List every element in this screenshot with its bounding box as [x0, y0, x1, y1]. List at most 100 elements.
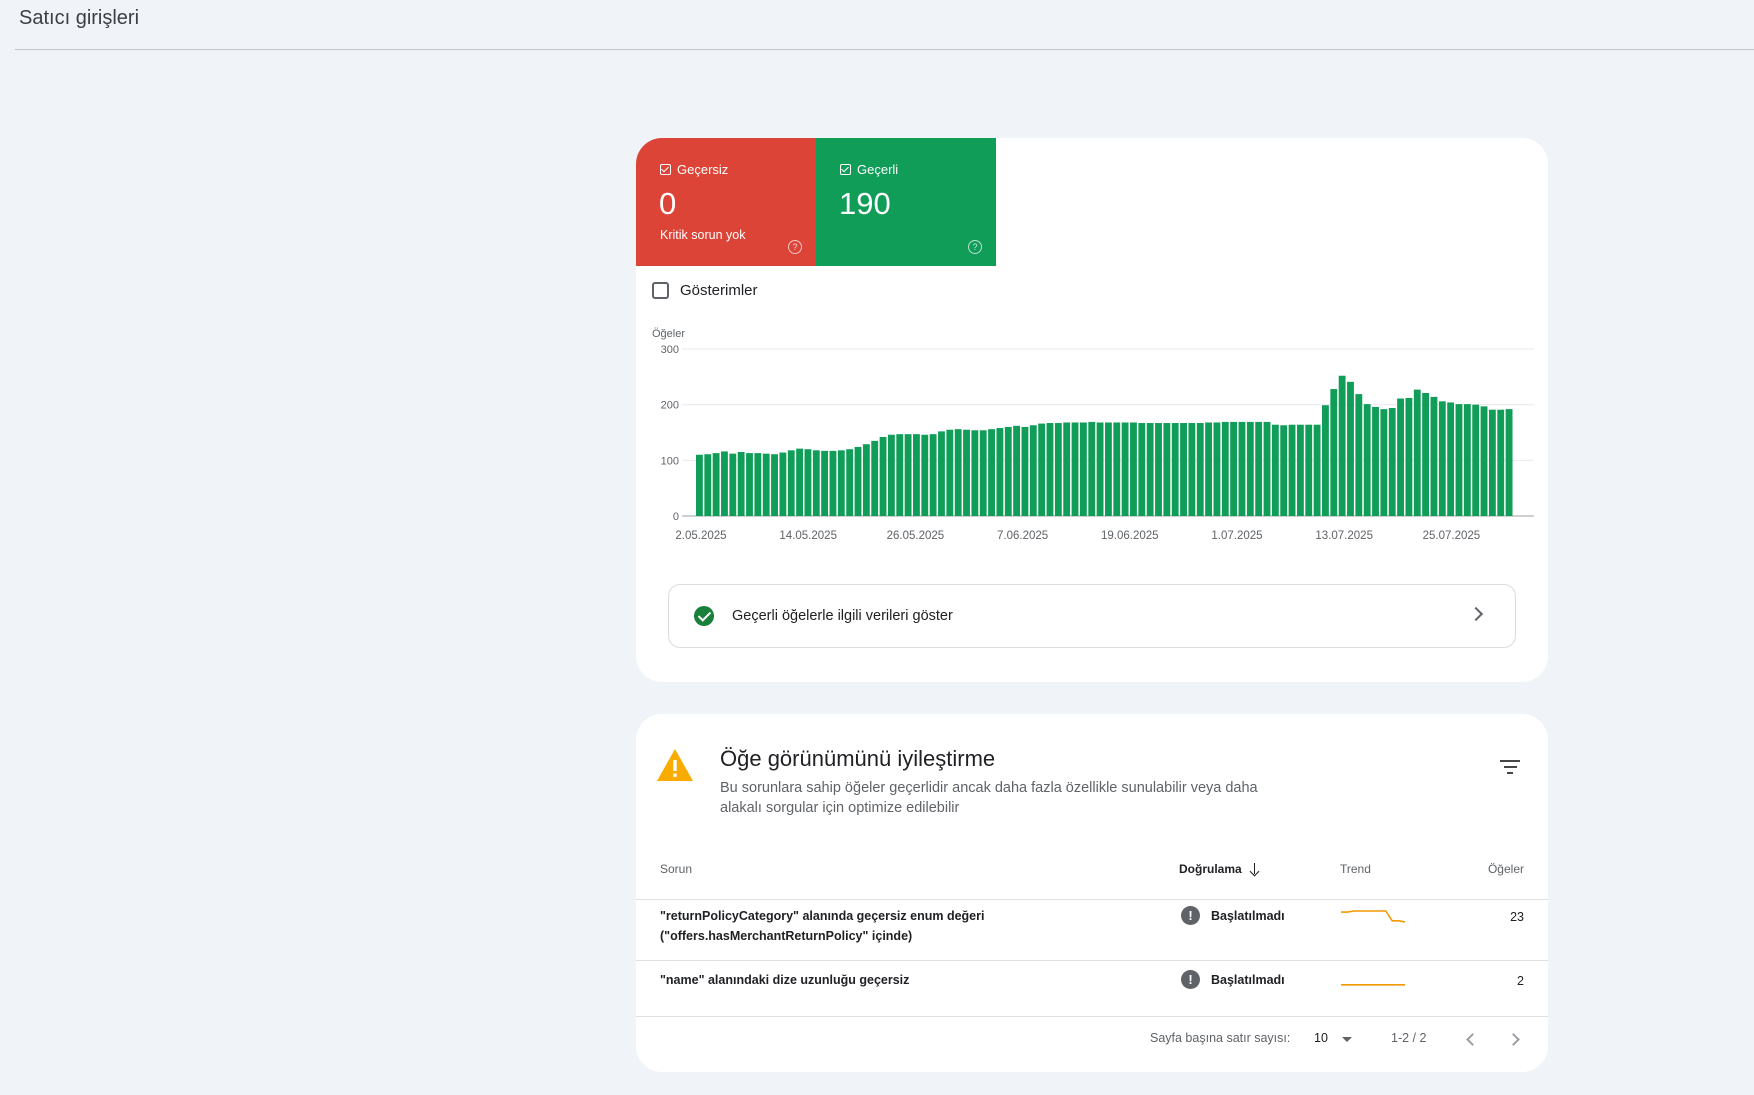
x-tick-label: 25.07.2025: [1423, 530, 1481, 542]
column-header-validation-label: Doğrulama: [1179, 862, 1242, 876]
chart-bar: [1255, 421, 1263, 516]
chart-bar: [1213, 422, 1221, 516]
chart-bar: [929, 434, 937, 516]
chart-bar: [1447, 402, 1455, 516]
chart-bar: [812, 450, 820, 516]
chart-bar: [1488, 409, 1496, 516]
invalid-tile-header: Geçersiz: [660, 162, 728, 177]
item-count: 2: [1517, 974, 1524, 988]
filter-icon[interactable]: [1500, 760, 1520, 774]
chart-bar: [1422, 392, 1430, 516]
rows-per-page-select[interactable]: 10: [1314, 1031, 1328, 1045]
valid-tile[interactable]: Geçerli 190 ?: [816, 138, 996, 266]
error-icon: !: [1181, 970, 1200, 989]
chart-bar: [1038, 423, 1046, 516]
section-description: Bu sorunlara sahip öğeler geçerlidir anc…: [720, 780, 1258, 816]
chart-bar: [1430, 396, 1438, 516]
help-icon[interactable]: ?: [788, 240, 802, 254]
table-divider: [636, 899, 1548, 900]
chart-bar: [1138, 423, 1146, 516]
chart-bar: [921, 434, 929, 516]
y-tick-label: 0: [673, 511, 679, 523]
chart-bar: [1155, 423, 1162, 516]
chart-bar: [1230, 421, 1238, 516]
chart-bar: [1388, 408, 1396, 516]
chevron-left-icon[interactable]: [1466, 1033, 1479, 1046]
items-bar-chart: Öğeler 0 100 200 300 2.05.2025 14.05.2025 26.05…: [652, 328, 1534, 542]
chart-bar: [771, 454, 778, 516]
chart-bar: [1296, 424, 1304, 516]
chart-bar: [887, 434, 895, 516]
chart-bar: [1246, 421, 1254, 516]
x-tick-label: 1.07.2025: [1211, 530, 1262, 542]
chart-bar: [1029, 425, 1037, 516]
impressions-checkbox[interactable]: [652, 282, 669, 299]
chart-bar: [721, 451, 728, 516]
chart-bar: [754, 453, 762, 516]
validation-status: ! Başlatılmadı: [1181, 906, 1285, 925]
improve-card: Öğe görünümünü iyileştirme Bu sorunlara …: [636, 714, 1548, 1072]
chart-bar: [1171, 423, 1179, 516]
column-header-issue[interactable]: Sorun: [660, 862, 693, 876]
top-bar: Satıcı girişleri: [0, 0, 1754, 50]
invalid-tile[interactable]: Geçersiz 0 Kritik sorun yok ?: [636, 138, 816, 266]
x-tick-label: 14.05.2025: [779, 530, 837, 542]
trend-line: [1341, 910, 1406, 923]
valid-tile-header: Geçerli: [840, 162, 898, 177]
validation-status-label: Başlatılmadı: [1211, 908, 1285, 923]
chart-bar: [1305, 424, 1313, 516]
chevron-right-icon[interactable]: [1507, 1033, 1520, 1046]
column-header-validation[interactable]: Doğrulama: [1179, 862, 1260, 876]
chart-bar: [1121, 422, 1129, 516]
invalid-count: 0: [659, 186, 677, 221]
chart-bar: [1397, 398, 1404, 516]
chart-bar: [1480, 406, 1488, 516]
chart-bar: [1079, 422, 1087, 516]
validation-status-label: Başlatılmadı: [1211, 972, 1285, 987]
chart-bar: [954, 429, 962, 516]
valid-items-details-link[interactable]: Geçerli öğelerle ilgili verileri göster: [668, 584, 1516, 648]
chart-bar: [896, 434, 904, 516]
chart-bar: [1013, 425, 1021, 516]
chart-bar: [1288, 424, 1296, 516]
chart-bar: [1338, 375, 1346, 516]
x-tick-label: 2.05.2025: [675, 530, 726, 542]
chart-bar: [796, 448, 803, 516]
caret-down-icon[interactable]: [1342, 1037, 1352, 1042]
table-divider: [636, 1016, 1548, 1017]
chart-bar: [1205, 422, 1212, 516]
chart-bar: [1146, 423, 1154, 516]
invalid-subtext: Kritik sorun yok: [660, 228, 746, 242]
chart-bar: [1372, 406, 1379, 516]
chart-bar: [837, 450, 845, 516]
issue-text: "returnPolicyCategory" alanında geçersiz…: [660, 909, 985, 943]
sort-down-icon: [1250, 863, 1260, 875]
chart-bar: [979, 430, 987, 516]
chart-bar: [963, 429, 970, 516]
item-count: 23: [1510, 910, 1524, 924]
chart-bar: [1163, 423, 1171, 516]
checkbox-checked-icon: [840, 164, 851, 175]
chart-bar: [746, 453, 753, 516]
chart-bar: [829, 450, 837, 516]
impressions-toggle[interactable]: Gösterimler: [652, 282, 758, 299]
chart-bar: [1196, 423, 1204, 516]
chart-bar: [1113, 422, 1121, 516]
chart-bar: [988, 429, 995, 516]
help-icon[interactable]: ?: [968, 240, 982, 254]
y-tick-label: 100: [661, 455, 679, 467]
chart-bar: [1380, 409, 1388, 516]
chart-bar: [938, 431, 945, 516]
chart-bar: [1263, 421, 1271, 516]
chart-bar: [1088, 421, 1096, 516]
x-tick-label: 7.06.2025: [997, 530, 1048, 542]
chart-bar: [879, 436, 887, 516]
chart-bar: [1438, 401, 1446, 516]
chart-bar: [1021, 426, 1029, 516]
valid-count: 190: [839, 186, 891, 221]
section-title: Öğe görünümünü iyileştirme: [720, 746, 996, 771]
chart-bar: [1463, 404, 1471, 516]
column-header-items[interactable]: Öğeler: [1487, 862, 1524, 876]
rows-per-page-label: Sayfa başına satır sayısı:: [1150, 1031, 1291, 1045]
chart-bar: [1188, 423, 1196, 516]
